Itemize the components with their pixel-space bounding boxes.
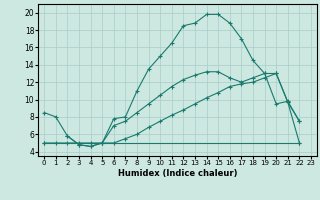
X-axis label: Humidex (Indice chaleur): Humidex (Indice chaleur): [118, 169, 237, 178]
